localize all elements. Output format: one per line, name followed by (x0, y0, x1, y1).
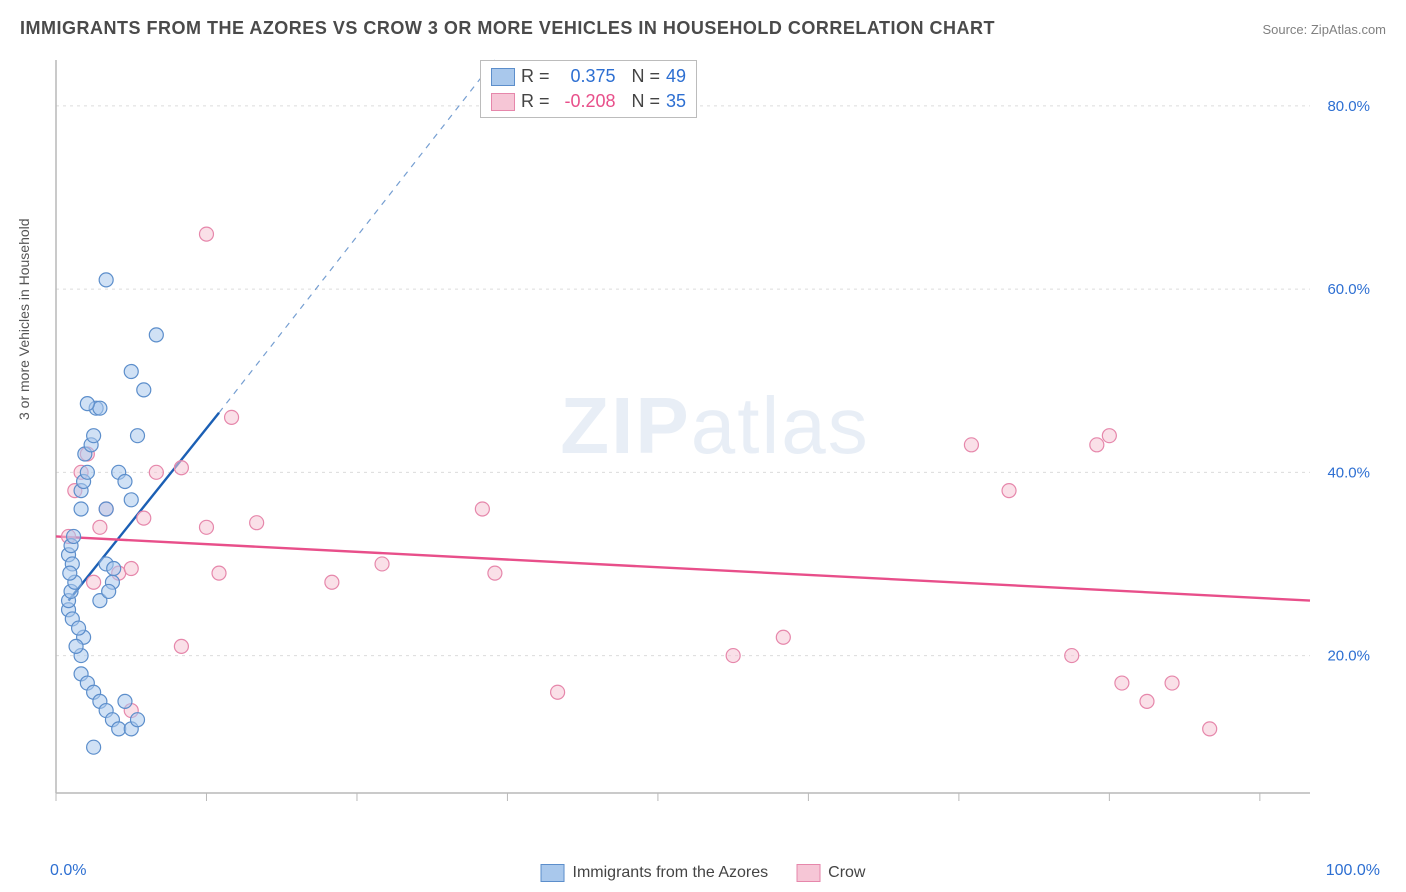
legend-label-series1: Immigrants from the Azores (573, 864, 769, 882)
swatch-series1-bottom (541, 864, 565, 882)
x-axis-min-label: 0.0% (50, 862, 86, 880)
stats-row-series2: R = -0.208 N = 35 (491, 89, 686, 114)
swatch-series2-bottom (796, 864, 820, 882)
r-value-series1: 0.375 (556, 64, 616, 89)
stats-row-series1: R = 0.375 N = 49 (491, 64, 686, 89)
n-value-series2: 35 (666, 89, 686, 114)
chart-title: IMMIGRANTS FROM THE AZORES VS CROW 3 OR … (20, 18, 995, 39)
bottom-legend: Immigrants from the Azores Crow (541, 864, 866, 882)
chart-plot-area: ZIPatlas 20.0%40.0%60.0%80.0% (50, 55, 1380, 815)
source-label: Source: ZipAtlas.com (1262, 22, 1386, 37)
n-value-series1: 49 (666, 64, 686, 89)
swatch-series2 (491, 93, 515, 111)
svg-text:40.0%: 40.0% (1327, 464, 1370, 481)
y-axis-label: 3 or more Vehicles in Household (16, 218, 32, 420)
scatter-svg: 20.0% 40.0% 60.0% 80.0% (50, 55, 1380, 815)
swatch-series1 (491, 68, 515, 86)
svg-text:60.0%: 60.0% (1327, 281, 1370, 298)
legend-label-series2: Crow (828, 864, 865, 882)
stats-legend-box: R = 0.375 N = 49 R = -0.208 N = 35 (480, 60, 697, 118)
svg-text:80.0%: 80.0% (1327, 98, 1370, 115)
x-axis-max-label: 100.0% (1326, 862, 1380, 880)
svg-text:20.0%: 20.0% (1327, 648, 1370, 665)
legend-item-series2: Crow (796, 864, 865, 882)
legend-item-series1: Immigrants from the Azores (541, 864, 769, 882)
r-value-series2: -0.208 (556, 89, 616, 114)
